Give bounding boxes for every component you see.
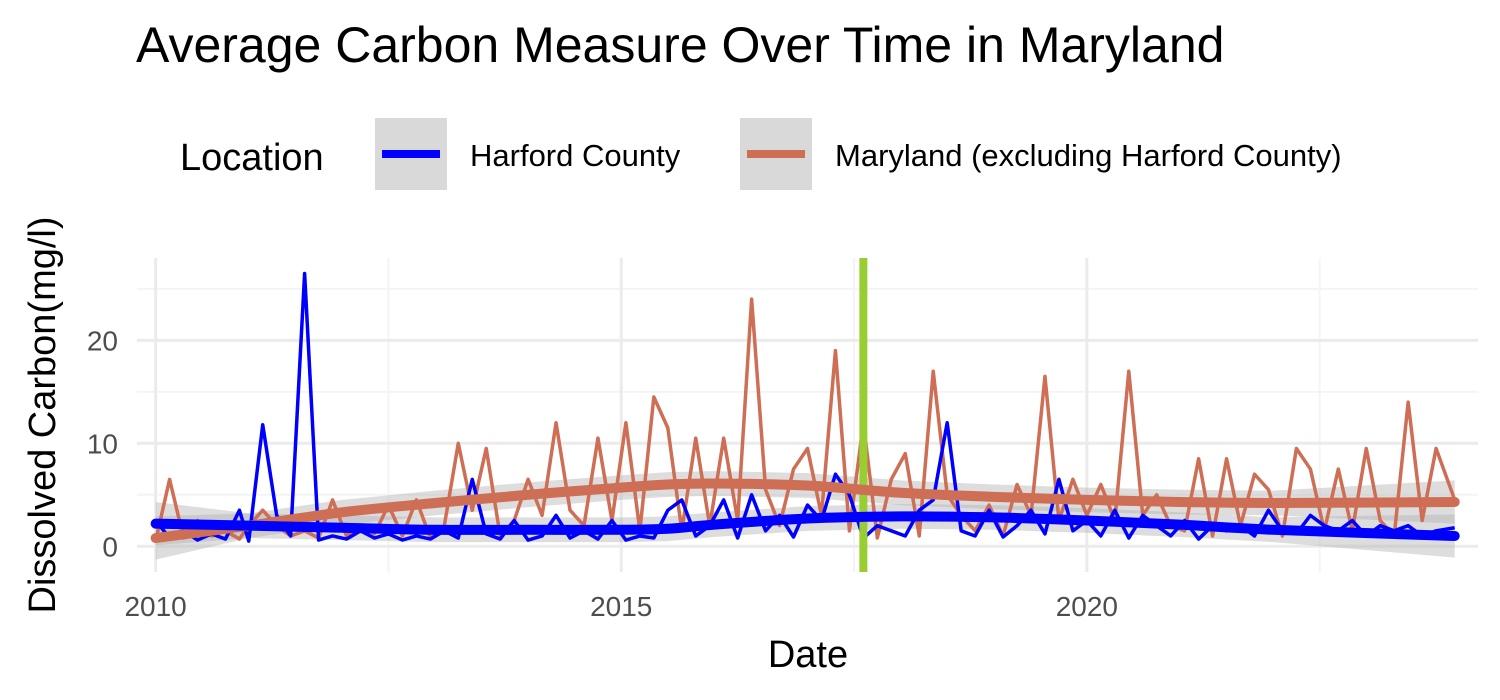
ticks: 2010 2015 2020 0 10 20: [87, 325, 1118, 622]
grid: [137, 258, 1478, 572]
legend: Location Harford County Maryland (exclud…: [180, 118, 1342, 190]
x-tick-label: 2015: [590, 591, 652, 622]
x-axis-label: Date: [768, 634, 848, 676]
y-axis-label: Dissolved Carbon(mg/l): [22, 216, 64, 613]
trend-line-1: [150, 478, 1460, 544]
legend-label-maryland: Maryland (excluding Harford County): [835, 138, 1342, 173]
x-tick-label: 2010: [124, 591, 186, 622]
y-tick-label: 0: [102, 531, 118, 562]
confidence-band-0: [155, 501, 1455, 558]
legend-label-harford: Harford County: [470, 138, 681, 173]
trend-line-0: [150, 511, 1460, 541]
y-tick-label: 20: [87, 325, 118, 356]
y-tick-label: 10: [87, 428, 118, 459]
confidence-band-1: [155, 471, 1455, 560]
series-layer: [150, 258, 1460, 572]
x-tick-label: 2020: [1056, 591, 1118, 622]
chart-title: Average Carbon Measure Over Time in Mary…: [136, 17, 1224, 73]
legend-title: Location: [180, 137, 324, 179]
